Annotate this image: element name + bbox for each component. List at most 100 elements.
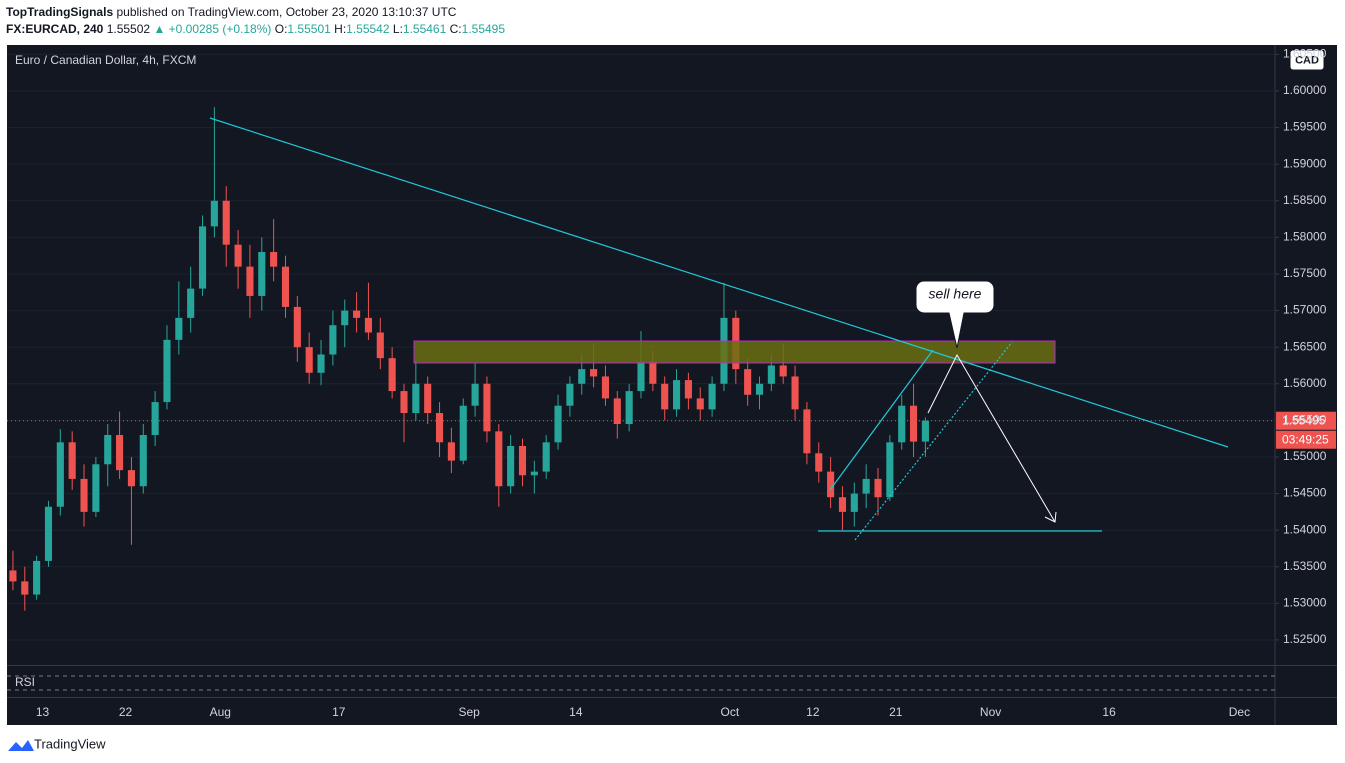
header-quote: FX:EURCAD, 240 1.55502 ▲ +0.00285 (+0.18… [6, 22, 505, 36]
candle-body [779, 365, 787, 377]
chart-title: Euro / Canadian Dollar, 4h, FXCM [15, 53, 196, 67]
c-label: C: [449, 22, 462, 36]
candle-body [744, 369, 752, 395]
brand: TradingView [34, 736, 106, 751]
published: published on TradingView.com, October 23… [116, 5, 457, 19]
y-tick-label: 1.60500 [1283, 47, 1327, 61]
last-price-box [1276, 411, 1336, 430]
candle-body [471, 383, 479, 406]
candle-body [116, 435, 124, 471]
candle-body [459, 405, 467, 461]
candle-body [530, 471, 538, 476]
candle-body [850, 493, 858, 512]
candle-body [353, 310, 361, 318]
candle-body [554, 405, 562, 443]
y-tick-label: 1.54500 [1283, 486, 1327, 500]
candle-body [838, 497, 847, 512]
callout-text: sell here [929, 286, 982, 302]
candle-body [827, 471, 835, 498]
projection-arrow [927, 353, 1056, 523]
y-tick-label: 1.55000 [1283, 449, 1327, 463]
h-label: H: [334, 22, 347, 36]
arrow-head [1044, 511, 1057, 523]
candle-body [898, 405, 906, 443]
last-price-label: 1.55495 [1282, 413, 1326, 427]
candle-body [127, 470, 135, 487]
candle-body [874, 478, 882, 498]
price-badges: 1.55495 03:49:25 CAD [1276, 49, 1336, 449]
candle-body [68, 442, 76, 479]
x-tick-label: 13 [36, 705, 50, 719]
candle-body [198, 226, 207, 289]
candle-body [56, 442, 64, 507]
y-tick-label: 1.57000 [1283, 303, 1327, 317]
x-tick-label: 22 [119, 705, 133, 719]
candle-body [566, 383, 574, 406]
candle-body [590, 369, 598, 377]
candle-body [637, 361, 645, 392]
candle-body [672, 380, 681, 410]
drawings: sell here [209, 117, 1229, 541]
header-line: TopTradingSignals published on TradingVi… [6, 5, 456, 19]
y-tick-label: 1.52500 [1283, 632, 1327, 646]
channel-upper [829, 349, 934, 491]
x-tick-label: 17 [332, 705, 346, 719]
candle-body [684, 380, 692, 399]
x-tick-label: 14 [569, 705, 583, 719]
candle-body [578, 369, 586, 384]
candle-body [80, 478, 88, 512]
countdown-box [1276, 430, 1336, 449]
candle-body [222, 200, 230, 245]
change: ▲ +0.00285 (+0.18%) [153, 22, 272, 36]
candle-body [495, 431, 503, 487]
candle-body [507, 445, 515, 487]
candle-body [175, 317, 183, 340]
y-tick-label: 1.53000 [1283, 596, 1327, 610]
candle-body [258, 252, 266, 296]
candle-body [613, 398, 621, 425]
l-label: L: [392, 22, 403, 36]
candle-body [234, 244, 242, 267]
candle-body [364, 317, 372, 333]
candle-body [886, 442, 894, 498]
trendline [209, 117, 1229, 448]
l-value: 1.55461 [402, 22, 447, 36]
x-tick-label: Sep [458, 705, 480, 719]
footer-logo: TradingView [8, 736, 106, 751]
candle-body [447, 442, 455, 461]
y-tick-label: 1.55500 [1283, 413, 1327, 427]
candle-body [910, 405, 918, 442]
candle-body [305, 347, 313, 373]
candle-body [187, 288, 195, 318]
plot [7, 53, 1279, 641]
x-tick-label: Nov [980, 705, 1001, 719]
y-tick-label: 1.60000 [1283, 83, 1327, 97]
candle-body [791, 376, 799, 410]
candle-body [661, 383, 669, 410]
x-tick-label: Aug [210, 705, 231, 719]
candle-body [921, 420, 929, 442]
candle-body [815, 453, 823, 472]
candle-body [601, 376, 610, 399]
candle-body [755, 383, 764, 395]
candle-body [210, 200, 218, 227]
y-tick-label: 1.58000 [1283, 230, 1327, 244]
candle-body [483, 383, 491, 432]
x-tick-label: 21 [889, 705, 903, 719]
candle-body [412, 383, 420, 414]
candle-body [151, 402, 159, 436]
callout [915, 280, 995, 349]
candle-body [767, 365, 775, 384]
y-tick-label: 1.59500 [1283, 120, 1327, 134]
candle-body [435, 413, 444, 443]
symbol: FX:EURCAD, 240 [6, 22, 104, 36]
candle-body [246, 266, 254, 296]
y-tick-label: 1.58500 [1283, 193, 1327, 207]
y-tick-label: 1.54000 [1283, 522, 1327, 536]
candle-body [696, 398, 704, 410]
candle-body [21, 581, 29, 595]
candle-body [388, 358, 396, 392]
candle-body [9, 570, 17, 582]
